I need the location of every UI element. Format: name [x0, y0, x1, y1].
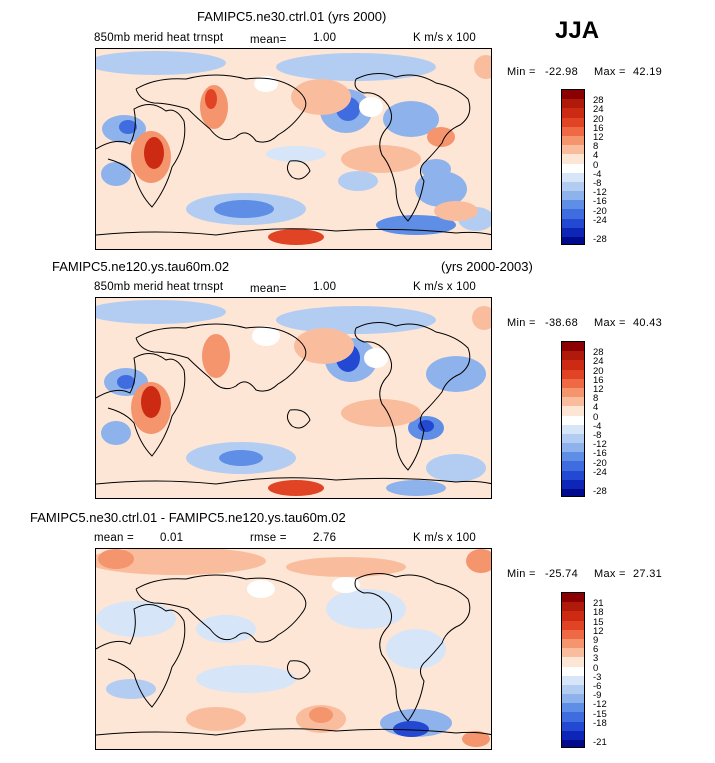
panel2-title-years: (yrs 2000-2003) [441, 259, 533, 274]
panel1-map [95, 48, 492, 250]
panel1-level-label: 0 [593, 160, 599, 171]
panel1-level-label: 8 [593, 141, 599, 152]
panel3-level-label: 9 [593, 635, 599, 646]
panel3-level-label: -21 [593, 737, 607, 748]
panel2-mean-value: 1.00 [313, 281, 337, 293]
panel3-level-label: -12 [593, 699, 607, 710]
panel3-rmse-label: rmse = [250, 532, 287, 544]
panel1-max-value: 42.19 [633, 66, 663, 78]
panel2-level-label: -4 [593, 421, 602, 432]
panel2-level-label: 24 [593, 356, 604, 367]
panel3-map-svg [96, 549, 491, 749]
panel2-level-label: 4 [593, 402, 599, 413]
panel1-colorbar [561, 89, 585, 245]
panel2-level-label: 0 [593, 412, 599, 423]
panel2-level-label: 12 [593, 384, 604, 395]
panel3-units: K m/s x 100 [413, 532, 476, 544]
panel3-level-label: 3 [593, 653, 599, 664]
panel1-level-label: -28 [593, 234, 607, 245]
panel3-level-label: -6 [593, 681, 602, 692]
panel2-map [95, 297, 492, 499]
panel3-min-value: -25.74 [545, 568, 578, 580]
panel2-level-label: 16 [593, 375, 604, 386]
panel1-min-label: Min = [507, 66, 536, 78]
panel2-min-label: Min = [507, 317, 536, 329]
panel2-level-label: -16 [593, 448, 607, 459]
panel1-max-label: Max = [594, 66, 626, 78]
panel3-mean-label: mean = [94, 532, 134, 544]
panel1-title: FAMIPC5.ne30.ctrl.01 (yrs 2000) [197, 9, 387, 24]
panel2-level-label: -8 [593, 430, 602, 441]
panel1-level-label: 4 [593, 150, 599, 161]
panel2-title: FAMIPC5.ne120.ys.tau60m.02 [52, 259, 230, 274]
panel1-min-value: -22.98 [545, 66, 578, 78]
panel2-map-svg [96, 298, 491, 498]
panel2-level-label: 8 [593, 393, 599, 404]
panel3-level-label: -18 [593, 718, 607, 729]
panel2-max-label: Max = [594, 317, 626, 329]
panel3-rmse-value: 2.76 [313, 532, 337, 544]
panel3-map [95, 548, 492, 750]
panel1-level-label: 16 [593, 123, 604, 134]
panel3-level-label: -15 [593, 709, 607, 720]
panel1-level-label: 12 [593, 132, 604, 143]
panel3-max-label: Max = [594, 568, 626, 580]
panel3-level-label: 0 [593, 663, 599, 674]
panel2-mean-label: mean= [250, 283, 287, 295]
panel2-level-label: -20 [593, 458, 607, 469]
panel3-min-label: Min = [507, 568, 536, 580]
panel1-level-label: -8 [593, 178, 602, 189]
panel3-level-label: 15 [593, 617, 604, 628]
panel1-level-label: 24 [593, 104, 604, 115]
panel1-level-label: -20 [593, 206, 607, 217]
panel1-level-label: 20 [593, 114, 604, 125]
panel2-level-label: 20 [593, 366, 604, 377]
panel3-mean-value: 0.01 [160, 532, 184, 544]
panel2-min-value: -38.68 [545, 317, 578, 329]
panel1-units: K m/s x 100 [413, 32, 476, 44]
panel3-level-label: -3 [593, 672, 602, 683]
panel1-level-label: -16 [593, 196, 607, 207]
panel2-level-label: -24 [593, 467, 607, 478]
panel1-level-label: -4 [593, 169, 602, 180]
panel1-level-label: -24 [593, 215, 607, 226]
panel2-variable: 850mb merid heat trnspt [94, 281, 224, 293]
panel3-level-label: 12 [593, 626, 604, 637]
season-label: JJA [555, 17, 600, 44]
panel3-max-value: 27.31 [633, 568, 663, 580]
panel1-level-label: -12 [593, 187, 607, 198]
panel1-variable: 850mb merid heat trnspt [94, 32, 224, 44]
panel1-mean-label: mean= [250, 34, 287, 46]
panel1-level-label: 28 [593, 95, 604, 106]
panel2-units: K m/s x 100 [413, 281, 476, 293]
panel2-level-label: -28 [593, 486, 607, 497]
panel2-level-label: -12 [593, 439, 607, 450]
panel3-colorbar [561, 592, 585, 748]
panel1-map-svg [96, 49, 491, 249]
panel2-max-value: 40.43 [633, 317, 663, 329]
panel3-level-label: -9 [593, 690, 602, 701]
panel2-colorbar [561, 341, 585, 497]
panel1-mean-value: 1.00 [313, 32, 337, 44]
panel3-level-label: 18 [593, 607, 604, 618]
panel3-title: FAMIPC5.ne30.ctrl.01 - FAMIPC5.ne120.ys.… [30, 510, 346, 525]
panel3-level-label: 21 [593, 598, 604, 609]
panel3-level-label: 6 [593, 644, 599, 655]
panel2-level-label: 28 [593, 347, 604, 358]
